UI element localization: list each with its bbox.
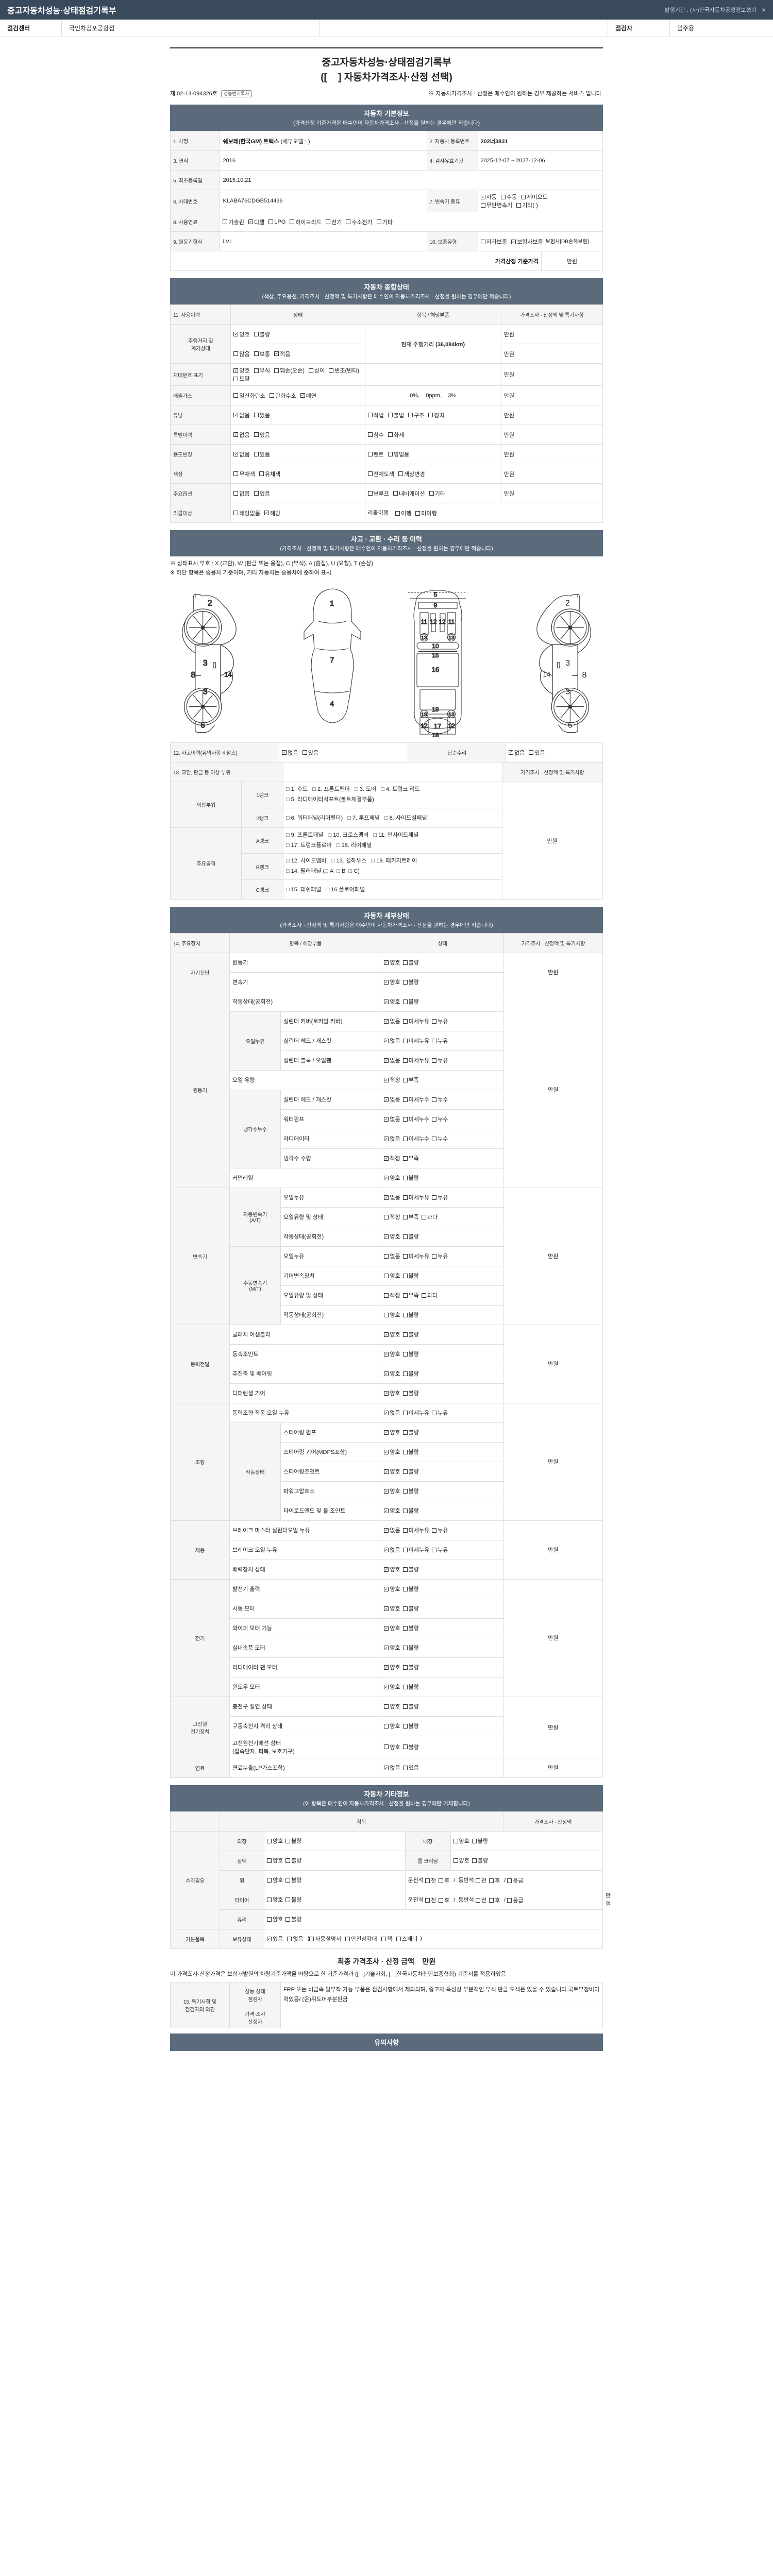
svg-text:6: 6 <box>568 721 573 730</box>
svg-text:2: 2 <box>208 599 212 608</box>
svg-text:2: 2 <box>565 599 570 608</box>
svg-text:12: 12 <box>421 722 428 730</box>
svg-text:1: 1 <box>330 599 334 608</box>
svg-text:3: 3 <box>203 659 208 668</box>
svg-text:7: 7 <box>330 656 334 665</box>
svg-text:12: 12 <box>448 722 455 730</box>
svg-text:6: 6 <box>200 721 205 730</box>
svg-text:19: 19 <box>432 706 439 713</box>
svg-text:13: 13 <box>421 711 427 718</box>
svg-text:8: 8 <box>191 671 196 680</box>
svg-text:12: 12 <box>439 618 446 625</box>
svg-text:11: 11 <box>421 618 427 625</box>
svg-text:4: 4 <box>330 700 334 708</box>
svg-text:16: 16 <box>431 666 439 673</box>
svg-text:13: 13 <box>448 711 455 718</box>
svg-text:14: 14 <box>543 671 550 679</box>
svg-text:3: 3 <box>565 688 570 697</box>
svg-text:15: 15 <box>432 652 439 659</box>
svg-text:14: 14 <box>224 671 231 679</box>
svg-text:3: 3 <box>565 659 570 668</box>
svg-text:17: 17 <box>433 722 441 730</box>
svg-text:18: 18 <box>432 732 439 737</box>
svg-text:11: 11 <box>448 618 455 625</box>
svg-text:13: 13 <box>421 635 427 641</box>
svg-text:12: 12 <box>430 618 437 625</box>
svg-text:13: 13 <box>448 635 455 641</box>
svg-text:3: 3 <box>203 688 208 697</box>
svg-text:9: 9 <box>433 602 437 609</box>
svg-text:10: 10 <box>432 642 439 650</box>
svg-text:5: 5 <box>433 591 437 598</box>
svg-text:8: 8 <box>582 671 586 680</box>
